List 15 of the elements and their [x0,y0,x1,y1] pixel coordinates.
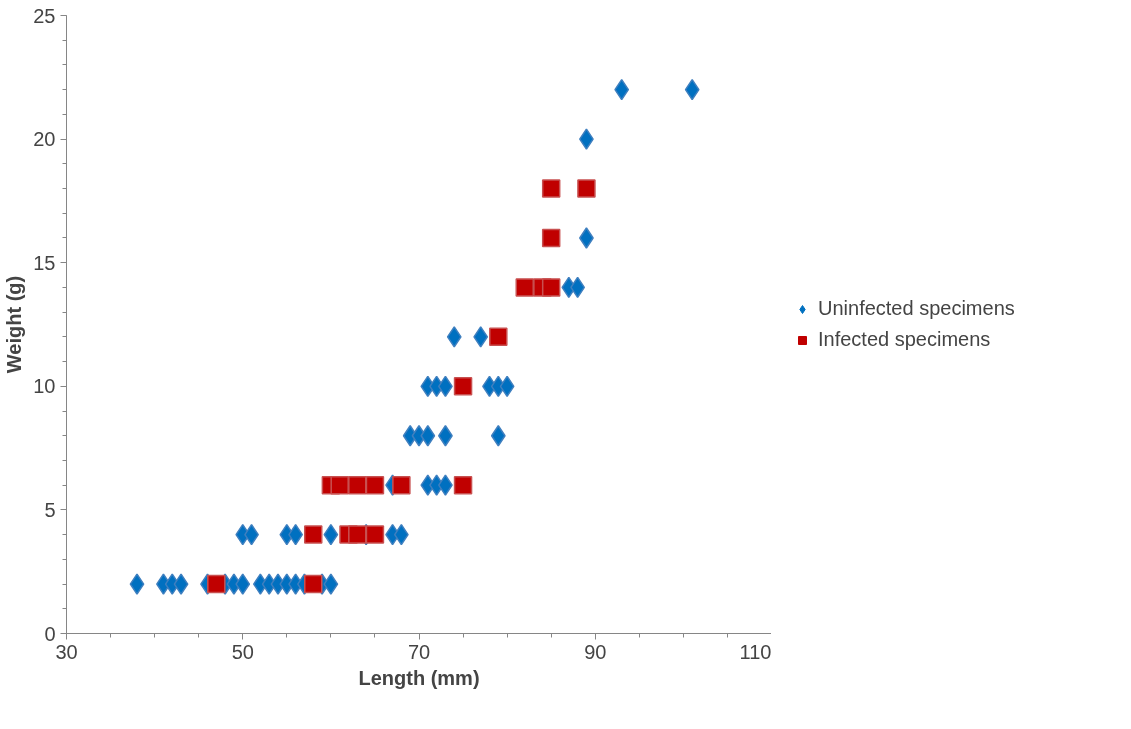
y-tick-label: 10 [33,375,56,398]
y-tick-label: 5 [44,498,56,521]
x-tick-label: 90 [584,640,607,663]
y-tick-label: 15 [33,251,56,274]
x-tick-label: 110 [739,640,772,663]
x-axis-title: Length (mm) [358,666,480,689]
y-axis-title: Weight (g) [3,275,26,374]
x-tick-label: 70 [407,640,431,663]
y-tick-label: 0 [44,622,56,645]
y-tick-label: 20 [33,128,56,151]
x-tick-label: 50 [231,640,254,663]
y-tick-label: 25 [33,4,56,27]
legend-label: Infected specimens [818,328,991,351]
legend-label: Uninfected specimens [818,297,1015,320]
x-tick-label: 30 [55,640,78,663]
